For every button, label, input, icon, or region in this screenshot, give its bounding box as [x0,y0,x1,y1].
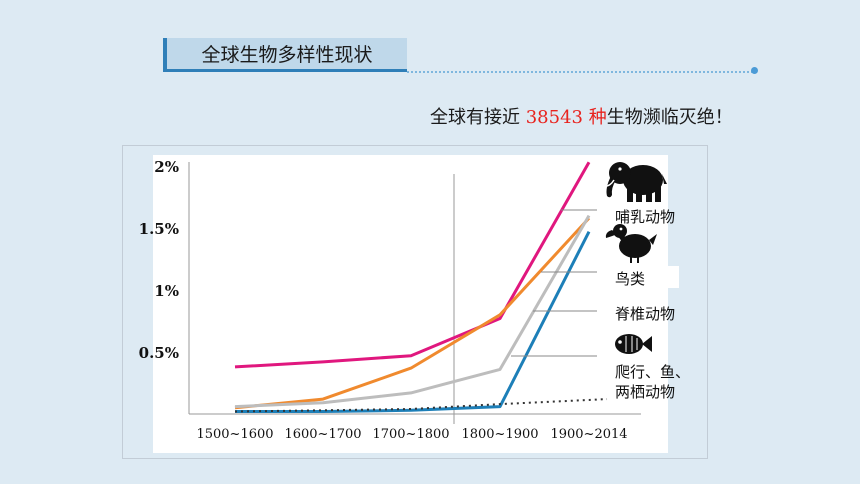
legend-label-bird-bg [611,266,679,288]
headline: 全球有接近 38543 种生物濒临灭绝！ [430,103,733,129]
legend-label-reptile-line1: 爬行、鱼、 [615,363,690,381]
series-line-dotted-baseline [234,398,608,413]
elephant-icon [606,162,667,202]
chart-panel: 0.5% 1% 1.5% 2% 1500~1600 1600~1700 1700~1800… [122,145,708,459]
y-tick-label: 1.5% [139,220,179,238]
y-tick-label: 1% [154,282,179,300]
elephant-eye [618,167,622,171]
legend-label-bird: 鸟类 [615,270,645,288]
series-line-series-0 [234,161,591,369]
extinction-line-chart: 0.5% 1% 1.5% 2% 1500~1600 1600~1700 1700~1800… [139,155,690,453]
legend-label-mammal: 哺乳动物 [615,208,675,226]
plot-background [153,155,668,453]
series-line-series-2 [234,214,591,409]
x-tick-label: 1900~2014 [550,427,627,442]
title-divider-dot [751,67,758,74]
headline-prefix: 全球有接近 [430,107,526,128]
legend-label-vertebrate: 脊椎动物 [615,305,675,323]
series-line-series-1 [234,217,591,410]
legend-label-reptile-line2: 两栖动物 [615,383,675,401]
section-title: 全球生物多样性现状 [163,38,407,72]
headline-number: 38543 种 [525,107,607,128]
dodo-bird-icon [605,224,657,263]
section-title-text: 全球生物多样性现状 [201,44,373,66]
x-tick-label: 1800~1900 [461,427,538,442]
x-tick-label: 1700~1800 [372,427,449,442]
x-tick-label: 1600~1700 [284,427,361,442]
dodo-eye [619,227,623,231]
series-line-series-3 [235,231,591,413]
title-divider [407,71,753,73]
fish-icon [615,334,652,354]
elephant-tusk [601,179,615,188]
headline-suffix: 生物濒临灭绝！ [606,107,733,128]
y-tick-label: 2% [154,158,179,176]
x-tick-label: 1500~1600 [196,427,273,442]
y-tick-label: 0.5% [139,344,179,362]
